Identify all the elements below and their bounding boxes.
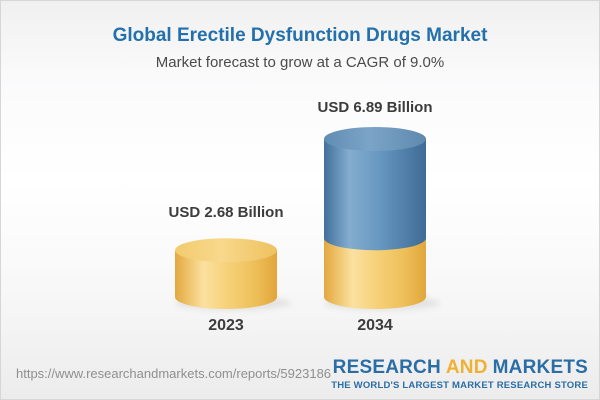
logo-word-markets: MARKETS (492, 357, 588, 378)
logo-tagline: THE WORLD'S LARGEST MARKET RESEARCH STOR… (331, 380, 588, 391)
chart-subtitle: Market forecast to grow at a CAGR of 9.0… (155, 54, 445, 71)
bar-2023-cylinder (175, 238, 277, 309)
value-label-2034: USD 6.89 Billion (317, 99, 433, 116)
x-axis-label-2034: 2034 (357, 317, 393, 334)
bar-chart-canvas (175, 127, 440, 310)
research-and-markets-logo: RESEARCH AND MARKETS THE WORLD'S LARGEST M… (331, 357, 588, 391)
logo-wordmark: RESEARCH AND MARKETS (331, 357, 588, 379)
logo-word-research: RESEARCH (332, 357, 441, 378)
value-label-2023: USD 2.68 Billion (168, 204, 284, 222)
source-url: https://www.researchandmarkets.com/repor… (16, 366, 332, 381)
x-axis-label-2023: 2023 (208, 317, 244, 334)
logo-word-and: AND (445, 357, 488, 378)
bar-2034-cylinder (324, 127, 426, 309)
chart-title: Global Erectile Dysfunction Drugs Market (112, 25, 488, 46)
